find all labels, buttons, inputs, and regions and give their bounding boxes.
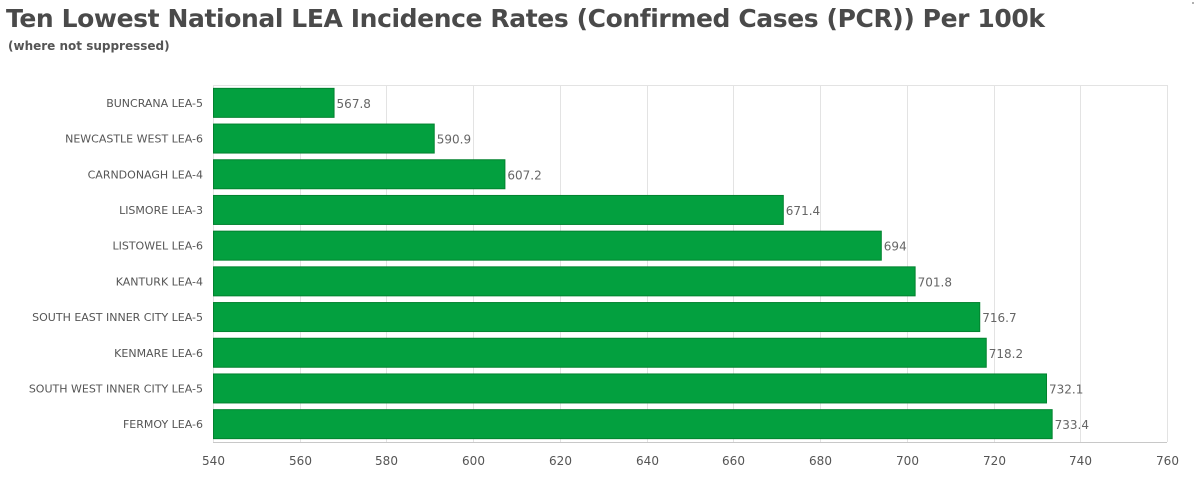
x-tick-label: 620 [549,454,572,468]
x-tick-label: 680 [809,454,832,468]
bar-6 [213,302,981,333]
bar-3 [213,194,784,225]
bar-0 [213,87,335,118]
x-tick-label: 640 [636,454,659,468]
category-label: LISMORE LEA-3 [119,204,203,217]
x-tick-label: 580 [375,454,398,468]
category-label: NEWCASTLE WEST LEA-6 [65,133,203,146]
value-label: 567.8 [337,97,371,111]
value-label: 694 [884,240,907,254]
corner-marker [1192,2,1194,4]
category-label: KANTURK LEA-4 [116,275,203,288]
value-label: 716.7 [982,311,1016,325]
value-label: 718.2 [989,347,1023,361]
category-label: SOUTH WEST INNER CITY LEA-5 [29,382,203,395]
x-tick-label: 560 [289,454,312,468]
chart-subtitle: (where not suppressed) [8,39,170,53]
category-labels: BUNCRANA LEA-5 NEWCASTLE WEST LEA-6 CARNDO… [29,97,203,431]
value-label: 671.4 [786,204,820,218]
x-axis-ticks: 540 560 580 600 620 640 660 680 700 720 740 760 [202,454,1179,468]
category-label: BUNCRANA LEA-5 [106,97,203,110]
bar-2 [213,159,506,190]
bar-4 [213,230,882,261]
category-label: KENMARE LEA-6 [114,347,203,360]
x-tick-label: 740 [1069,454,1092,468]
bar-5 [213,266,916,297]
x-tick-label: 720 [983,454,1006,468]
value-label: 733.4 [1055,418,1089,432]
x-tick-label: 700 [896,454,919,468]
bar-8 [213,373,1048,404]
bar-7 [213,337,987,368]
chart-title: Ten Lowest National LEA Incidence Rates … [6,4,1045,33]
value-label: 732.1 [1049,382,1083,396]
value-labels: 567.8 590.9 607.2 671.4 694 701.8 716.7 718.2 73… [337,97,1089,432]
bars [213,87,1053,440]
x-tick-label: 600 [462,454,485,468]
bar-1 [213,123,435,154]
value-label: 701.8 [918,275,952,289]
value-label: 607.2 [507,168,541,182]
category-label: SOUTH EAST INNER CITY LEA-5 [32,311,203,324]
category-label: FERMOY LEA-6 [123,418,203,431]
x-tick-label: 540 [202,454,225,468]
category-label: CARNDONAGH LEA-4 [88,168,203,181]
value-label: 590.9 [437,133,471,147]
x-tick-label: 760 [1156,454,1179,468]
bar-9 [213,409,1053,440]
x-tick-label: 660 [722,454,745,468]
category-label: LISTOWEL LEA-6 [112,240,203,253]
